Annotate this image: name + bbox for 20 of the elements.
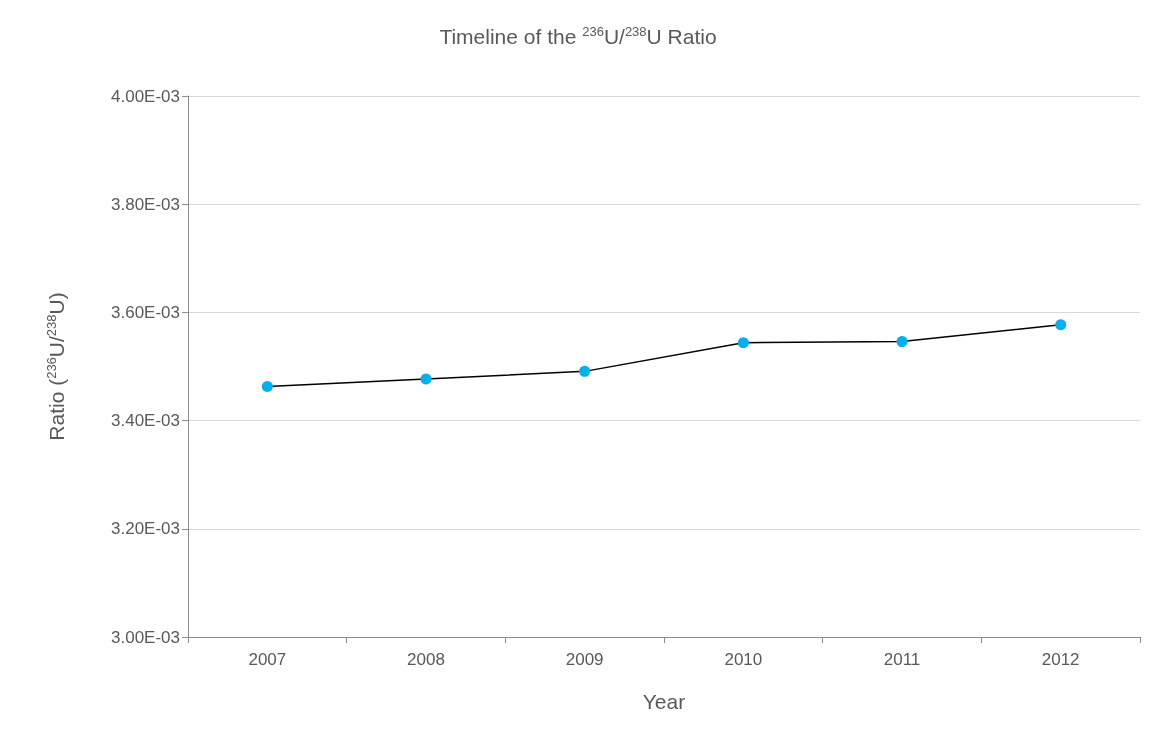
y-axis-title: Ratio (236U/238U) bbox=[43, 292, 68, 441]
point bbox=[579, 365, 591, 377]
y-tick-label: 3.60E-03 bbox=[111, 302, 180, 322]
point bbox=[420, 373, 432, 385]
x-tick-label: 2007 bbox=[248, 650, 287, 669]
x-tick-label: 2012 bbox=[1041, 650, 1080, 669]
point bbox=[1055, 319, 1067, 331]
y-tick-label: 3.40E-03 bbox=[111, 411, 180, 431]
y-tick-label: 3.20E-03 bbox=[111, 519, 180, 539]
x-tick-label: 2008 bbox=[407, 650, 445, 669]
point bbox=[261, 381, 273, 393]
x-tick-label: 2011 bbox=[883, 650, 921, 669]
x-tick-label: 2010 bbox=[724, 650, 763, 669]
point bbox=[896, 336, 908, 348]
x-tick-label: 2009 bbox=[565, 650, 604, 669]
point bbox=[737, 337, 749, 349]
x-axis-title: Year bbox=[642, 690, 686, 713]
y-tick-label: 3.00E-03 bbox=[111, 627, 180, 647]
y-tick-label: 4.00E-03 bbox=[111, 86, 180, 106]
y-tick-label: 3.80E-03 bbox=[111, 194, 180, 214]
